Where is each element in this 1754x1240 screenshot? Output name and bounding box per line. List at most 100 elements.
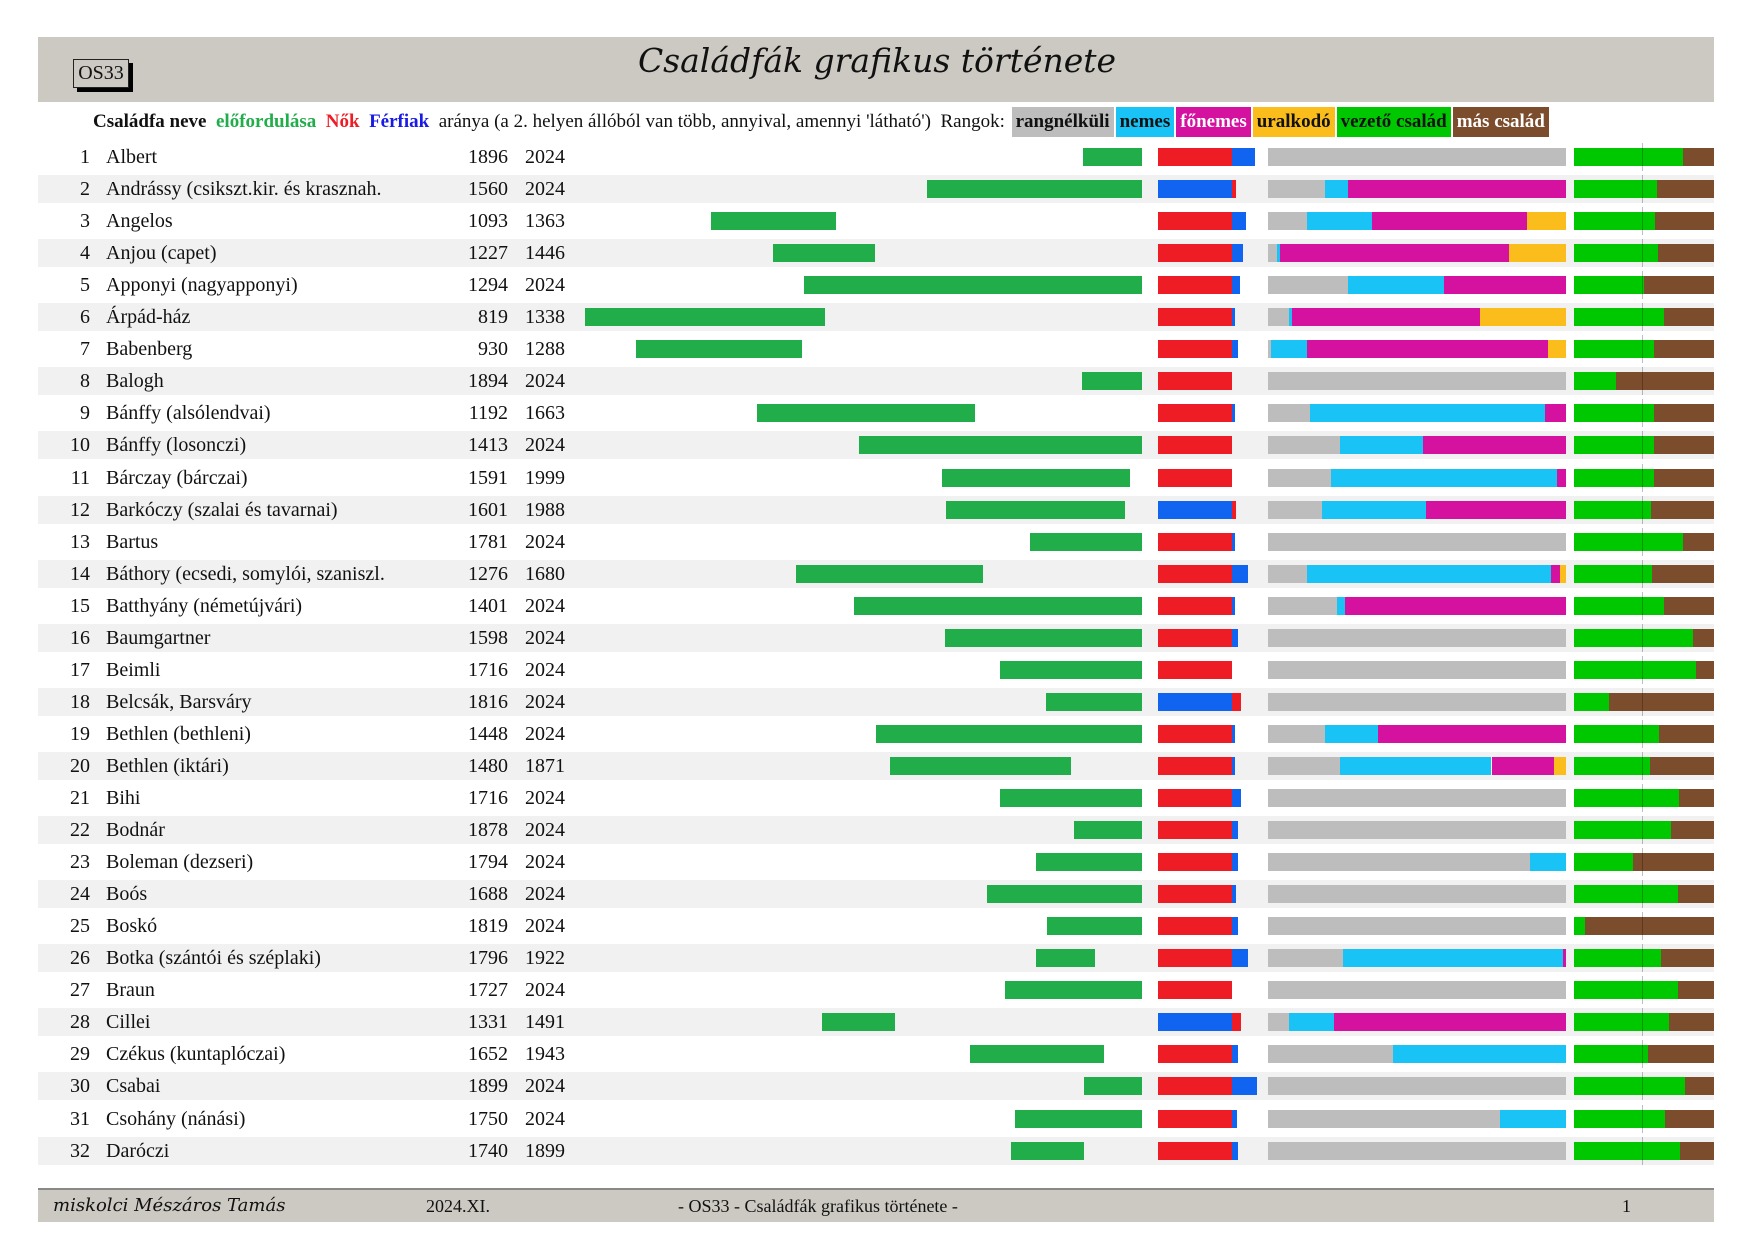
occurrence-bar [875,724,1142,743]
leading-family-bar [1574,532,1684,551]
year-from: 1781 [468,530,508,553]
lead-midline [1642,1104,1643,1133]
rank-noble-bar [1324,180,1349,199]
legend-rank-3: uralkodó [1252,107,1335,137]
year-from: 1401 [468,594,508,617]
family-name: Baumgartner [106,626,211,649]
ratio-bar-secondary [1232,308,1235,327]
rank-unranked-bar [1268,1109,1501,1128]
ratio-bar-secondary [1232,564,1248,583]
table-row: 21 Bihi 1716 2024 [38,784,1714,812]
row-number: 23 [70,851,90,874]
rank-unranked-bar [1268,1045,1394,1064]
table-row: 32 Daróczi 1740 1899 [38,1136,1714,1165]
row-number: 21 [70,787,90,809]
year-from: 1560 [468,178,508,201]
other-family-bar [1655,212,1714,231]
ratio-bar-secondary [1232,180,1236,199]
rank-high-noble-bar [1378,724,1566,743]
ratio-bar-primary [1158,756,1232,775]
rank-noble-bar [1530,853,1566,872]
other-family-bar [1659,724,1714,743]
year-from: 1878 [468,819,508,842]
legend-women-label: Nők [325,111,360,132]
other-family-bar [1658,244,1714,263]
other-family-bar [1609,692,1714,711]
lead-midline [1642,912,1643,941]
family-name: Bánffy (losonczi) [106,434,247,457]
year-to: 2024 [525,690,565,713]
occurrence-bar [999,660,1142,679]
rank-high-noble-bar [1443,276,1566,295]
lead-midline [1642,143,1643,171]
rank-noble-bar [1339,756,1492,775]
table-row: 4 Anjou (capet) 1227 1446 [38,239,1714,268]
ratio-bar-primary [1158,436,1232,455]
rank-high-noble-bar [1279,244,1510,263]
page-title: Családfák grafikus története [637,41,1117,80]
table-row: 6 Árpád-ház 819 1338 [38,303,1714,332]
row-number: 14 [70,562,90,585]
ratio-bar-primary [1158,692,1232,711]
table-row: 3 Angelos 1093 1363 [38,207,1714,236]
year-from: 1413 [468,434,508,457]
lead-midline [1642,207,1643,236]
row-number: 22 [70,819,90,842]
legend: Családfa neve előfordulása Nők Férfiak a… [93,107,1713,137]
rank-unranked-bar [1268,500,1322,519]
family-name: Boskó [106,915,158,938]
family-name: Apponyi (nagyapponyi) [106,274,298,297]
year-to: 2024 [525,178,565,201]
family-name: Boós [106,883,148,906]
ratio-bar-secondary [1232,532,1236,551]
rank-noble-bar [1336,596,1346,615]
row-number: 11 [70,466,90,489]
legend-rank-0: rangnélküli [1011,107,1114,137]
table-row: 26 Botka (szántói és széplaki) 1796 1922 [38,944,1714,973]
year-from: 1601 [468,498,508,521]
leading-family-bar [1574,596,1664,615]
lead-midline [1642,848,1643,877]
leading-family-bar [1574,1045,1649,1064]
leading-family-bar [1574,276,1644,295]
occurrence-bar [946,500,1126,519]
year-to: 2024 [525,915,565,938]
occurrence-bar [927,180,1142,199]
table-row: 16 Baumgartner 1598 2024 [38,623,1714,652]
lead-midline [1642,495,1643,524]
year-from: 1598 [468,626,508,649]
year-from: 1591 [468,466,508,489]
row-number: 2 [80,178,90,201]
rank-unranked-bar [1268,885,1566,904]
occurrence-bar [890,756,1072,775]
year-from: 1716 [468,787,508,809]
ratio-bar-secondary [1232,1013,1241,1032]
rank-unranked-bar [1268,404,1310,423]
other-family-bar [1677,885,1714,904]
footer: miskolci Mészáros Tamás 2024.XI. - OS33 … [38,1188,1714,1222]
rank-noble-bar [1339,436,1423,455]
row-number: 4 [80,242,90,265]
rank-ruler-bar [1527,212,1566,231]
rank-unranked-bar [1268,180,1325,199]
lead-midline [1642,719,1643,748]
family-name: Csabai [106,1075,161,1098]
rank-unranked-bar [1268,660,1566,679]
lead-midline [1642,527,1643,556]
year-to: 2024 [525,722,565,745]
ratio-bar-secondary [1232,1109,1237,1128]
family-name: Bánffy (alsólendvai) [106,402,271,425]
occurrence-bar [1015,1109,1142,1128]
other-family-bar [1660,949,1714,968]
ratio-bar-secondary [1232,404,1236,423]
legend-men-label: Férfiak [369,111,430,132]
ratio-bar-primary [1158,1077,1232,1096]
table-row: 27 Braun 1727 2024 [38,976,1714,1005]
year-from: 1894 [468,370,508,393]
leading-family-bar [1574,756,1650,775]
ratio-bar-secondary [1232,1077,1257,1096]
table-row: 12 Barkóczy (szalai és tavarnai) 1601 1988 [38,495,1714,524]
legend-occurrence-label: előfordulása [215,111,317,132]
ratio-bar-secondary [1232,821,1238,840]
family-name: Andrássy (csikszt.kir. és krasznah. [106,178,382,201]
